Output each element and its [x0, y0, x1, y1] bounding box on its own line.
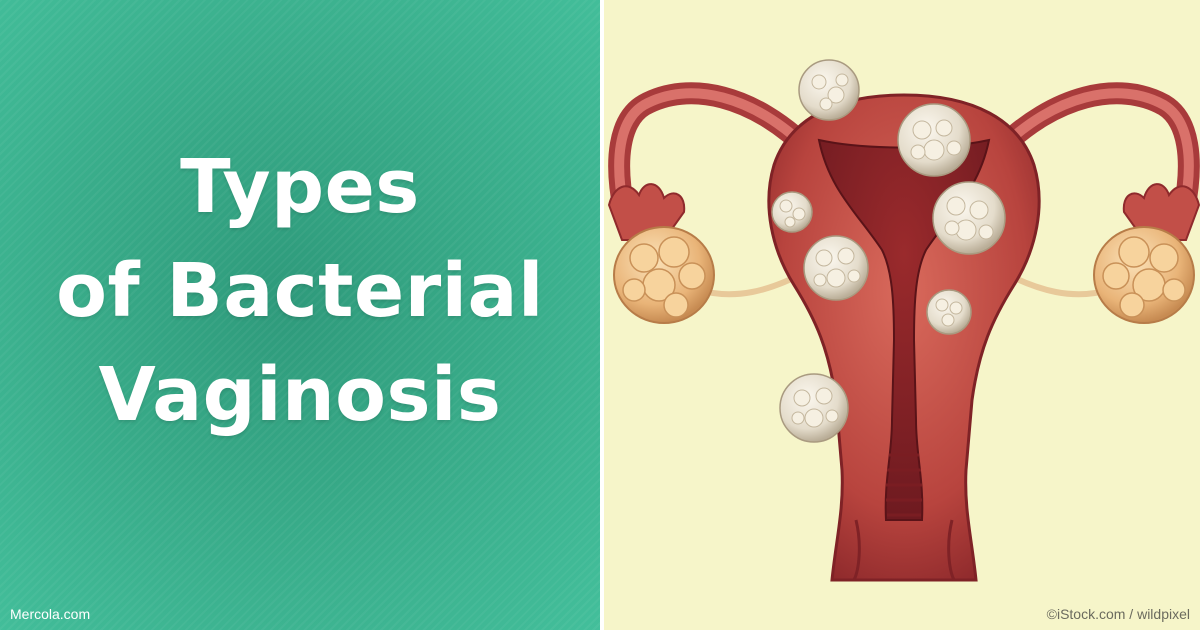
- headline-line-3: Vaginosis: [98, 352, 502, 438]
- headline: Types of Bacterial Vaginosis: [0, 135, 600, 447]
- illustration-panel: ©iStock.com / wildpixel: [604, 0, 1200, 630]
- uterus-illustration-icon: [607, 59, 1200, 582]
- title-panel: Types of Bacterial Vaginosis Mercola.com: [0, 0, 600, 630]
- panel-divider: [600, 0, 604, 630]
- image-credit: ©iStock.com / wildpixel: [1046, 606, 1190, 622]
- headline-line-2: of Bacterial: [56, 248, 544, 334]
- site-credit: Mercola.com: [10, 606, 91, 622]
- headline-line-1: Types: [180, 144, 420, 230]
